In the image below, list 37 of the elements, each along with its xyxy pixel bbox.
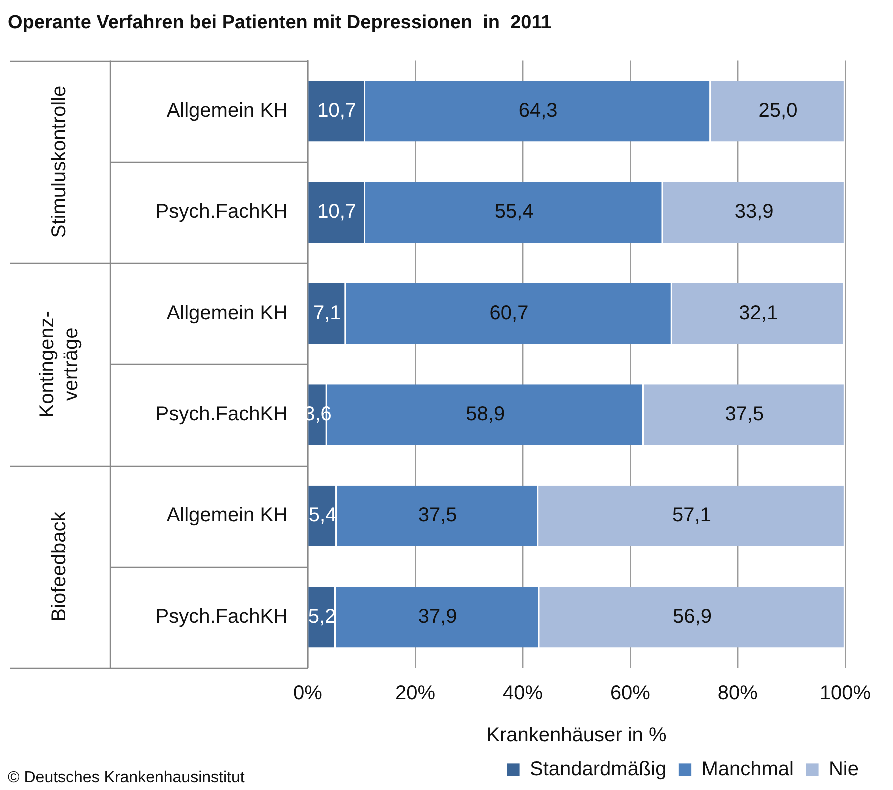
x-tick-label: 0%: [294, 682, 323, 705]
data-label: 57,1: [672, 504, 712, 527]
data-label: 55,4: [494, 201, 534, 224]
text: Kontingenz-verträge: [36, 311, 83, 418]
legend-label: Standardmäßig: [530, 758, 667, 781]
data-label: 32,1: [739, 302, 778, 324]
x-tick-label: 60%: [610, 682, 651, 705]
text: Stimuluskontrolle: [48, 86, 71, 238]
data-label: 37,9: [418, 606, 458, 628]
data-label: 64,3: [518, 100, 558, 122]
y-tick-label: Allgemein KH: [166, 504, 288, 527]
data-label: 25,0: [758, 100, 798, 122]
x-tick-label: 40%: [502, 682, 544, 705]
text: Biofeedback: [48, 510, 71, 622]
data-label: 37,5: [418, 504, 458, 527]
data-label: 10,7: [318, 100, 357, 122]
y-tick-label: Allgemein KH: [166, 100, 288, 122]
data-label: 58,9: [466, 404, 506, 426]
data-label: 5,2: [308, 606, 336, 628]
legend-label: Manchmal: [702, 758, 794, 781]
x-axis-title: Krankenhäuser in %: [486, 724, 667, 747]
y-tick-label: Psych.FachKH: [156, 201, 288, 224]
chart-title: Operante Verfahren bei Patienten mit Depressionen in 2011: [8, 12, 552, 34]
data-label: 33,9: [734, 201, 774, 224]
x-tick-label: 80%: [718, 682, 758, 705]
data-label: 7,1: [313, 302, 342, 324]
data-label: 56,9: [673, 606, 712, 628]
y-tick-label: Psych.FachKH: [156, 404, 288, 426]
y-tick-label: Psych.FachKH: [156, 606, 288, 628]
data-label: 10,7: [318, 201, 357, 224]
x-tick-label: 100%: [820, 682, 872, 705]
data-label: 60,7: [490, 302, 529, 324]
x-tick-label: 20%: [395, 682, 436, 705]
legend-label: Nie: [828, 758, 860, 781]
y-tick-label: Allgemein KH: [166, 302, 288, 324]
text: © Deutsches Krankenhausinstitut: [8, 769, 246, 786]
data-label: 37,5: [725, 404, 764, 426]
